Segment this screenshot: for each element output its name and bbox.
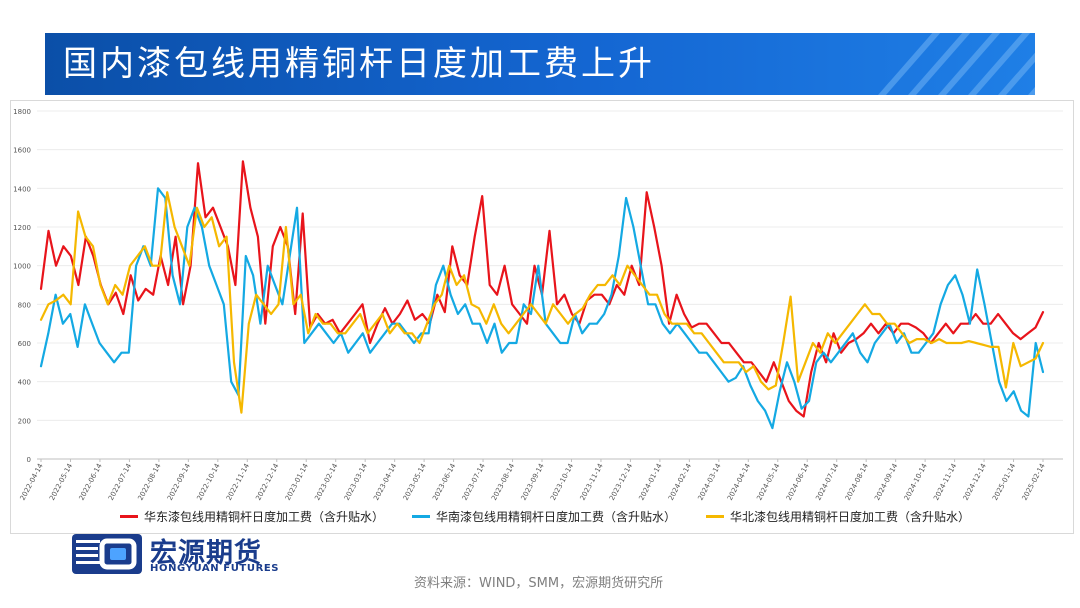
legend-label-south: 华南漆包线用精铜杆日度加工费（含升贴水） (436, 510, 677, 524)
x-tick-label: 2024-09-14 (873, 462, 899, 502)
x-tick-label: 2023-06-14 (431, 462, 457, 502)
x-tick-label: 2024-07-14 (814, 462, 840, 502)
x-tick-label: 2023-11-14 (579, 462, 605, 502)
x-tick-label: 2023-07-14 (461, 462, 487, 502)
x-tick-label: 2024-01-14 (637, 462, 663, 502)
x-tick-label: 2024-03-14 (696, 462, 722, 502)
legend-swatch-red (120, 515, 138, 518)
x-tick-label: 2024-04-14 (726, 462, 752, 502)
x-tick-label: 2022-10-14 (195, 462, 221, 502)
logo-english-name: HONGYUAN FUTURES (150, 563, 280, 574)
chart-frame: 0 200 400 600 800 1000 1200 1400 1600 1800 2022-04… (10, 100, 1074, 534)
y-tick-label: 1000 (13, 263, 31, 271)
x-tick-label: 2024-05-14 (755, 462, 781, 502)
legend-label-east: 华东漆包线用精铜杆日度加工费（含升贴水） (144, 510, 385, 524)
x-tick-label: 2024-11-14 (932, 462, 958, 502)
x-tick-label: 2022-08-14 (136, 462, 162, 502)
legend-item-south: 华南漆包线用精铜杆日度加工费（含升贴水） (412, 508, 676, 525)
banner-background (45, 33, 1035, 95)
x-tick-label: 2025-01-14 (991, 462, 1017, 502)
x-tick-label: 2024-06-14 (785, 462, 811, 502)
source-note: 资料来源：WIND，SMM，宏源期货研究所 (414, 576, 664, 591)
x-tick-label: 2024-02-14 (667, 462, 693, 502)
x-tick-label: 2022-11-14 (225, 462, 251, 502)
logo-mark-icon (72, 534, 142, 574)
line-chart: 0 200 400 600 800 1000 1200 1400 1600 1800 2022-04… (13, 108, 1063, 502)
title-banner: 国内漆包线用精铜杆日度加工费上升 (45, 33, 1035, 95)
x-tick-label: 2022-12-14 (254, 462, 280, 502)
x-tick-label: 2022-07-14 (107, 462, 133, 502)
legend-item-east: 华东漆包线用精铜杆日度加工费（含升贴水） (120, 508, 384, 525)
x-tick-label: 2023-10-14 (549, 462, 575, 502)
y-tick-label: 200 (18, 417, 31, 425)
y-tick-label: 0 (27, 456, 31, 464)
x-tick-label: 2024-10-14 (903, 462, 929, 502)
x-tick-label: 2023-03-14 (343, 462, 369, 502)
y-tick-label: 800 (18, 301, 31, 309)
y-tick-label: 400 (18, 379, 31, 387)
legend-item-north: 华北漆包线用精铜杆日度加工费（含升贴水） (706, 508, 970, 525)
legend-label-north: 华北漆包线用精铜杆日度加工费（含升贴水） (730, 510, 971, 524)
x-tick-label: 2023-05-14 (402, 462, 428, 502)
x-tick-label: 2024-12-14 (962, 462, 988, 502)
y-tick-label: 1600 (13, 147, 31, 155)
x-tick-label: 2022-04-14 (19, 462, 45, 502)
x-tick-label: 2023-04-14 (372, 462, 398, 502)
series-line-2 (39, 191, 1045, 414)
x-tick-label: 2022-09-14 (166, 462, 192, 502)
chart-legend: 华东漆包线用精铜杆日度加工费（含升贴水） 华南漆包线用精铜杆日度加工费（含升贴水… (0, 508, 1080, 528)
page-title: 国内漆包线用精铜杆日度加工费上升 (63, 44, 655, 84)
x-tick-label: 2023-12-14 (608, 462, 634, 502)
legend-swatch-yellow (706, 515, 724, 518)
x-tick-label: 2025-02-14 (1021, 462, 1047, 502)
y-tick-label: 1800 (13, 108, 31, 116)
series-line-1 (39, 187, 1045, 430)
x-tick-label: 2023-09-14 (520, 462, 546, 502)
y-tick-label: 1400 (13, 185, 31, 193)
company-logo: 宏源期货 HONGYUAN FUTURES (72, 532, 312, 576)
x-tick-label: 2023-02-14 (313, 462, 339, 502)
x-tick-label: 2023-08-14 (490, 462, 516, 502)
y-tick-label: 600 (18, 340, 31, 348)
x-tick-label: 2022-05-14 (48, 462, 74, 502)
legend-swatch-blue (412, 515, 430, 518)
x-tick-label: 2024-08-14 (844, 462, 870, 502)
y-tick-label: 1200 (13, 224, 31, 232)
x-tick-label: 2023-01-14 (284, 462, 310, 502)
x-tick-label: 2022-06-14 (78, 462, 104, 502)
logo-chinese-name: 宏源期货 (150, 538, 262, 569)
